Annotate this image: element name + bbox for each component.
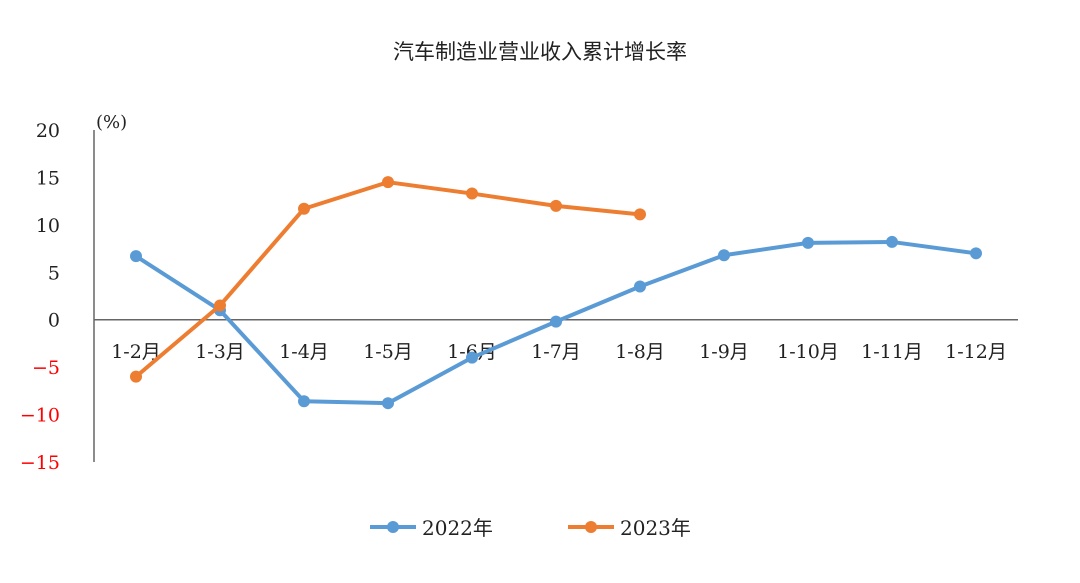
y-tick-label: 5 [48,262,60,284]
legend-label: 2022年 [422,516,493,540]
data-point [466,351,478,364]
data-point [634,280,646,293]
legend-marker [585,521,597,533]
data-point [550,199,562,212]
data-point [382,397,394,410]
legend-label: 2023年 [620,516,691,540]
data-point [634,208,646,221]
data-point [550,315,562,328]
x-tick-label: 1-3月 [195,341,245,363]
data-point [718,249,730,262]
data-point [382,176,394,189]
x-tick-label: 1-2月 [111,341,161,363]
data-point [970,247,982,260]
data-point [802,236,814,249]
data-point [214,299,226,312]
x-tick-label: 1-12月 [945,341,1007,363]
y-tick-label: 10 [36,215,60,237]
x-tick-label: 1-10月 [777,341,839,363]
y-tick-label: −5 [32,357,60,379]
data-point [466,187,478,200]
y-tick-label: −15 [20,452,60,474]
data-point [886,235,898,248]
data-point [298,202,310,215]
data-point [298,395,310,408]
chart-title: 汽车制造业营业收入累计增长率 [393,40,687,64]
y-tick-label: 15 [36,167,60,189]
x-tick-label: 1-9月 [699,341,749,363]
x-tick-label: 1-7月 [531,341,581,363]
y-tick-label: 0 [48,310,60,332]
x-tick-label: 1-4月 [279,341,329,363]
data-point [130,370,142,383]
x-tick-label: 1-8月 [615,341,665,363]
y-tick-label: −10 [20,405,60,427]
y-tick-label: 20 [36,120,60,142]
x-tick-label: 1-5月 [363,341,413,363]
legend-marker [387,521,399,533]
x-tick-label: 1-11月 [861,341,923,363]
y-axis-unit: (%) [96,112,127,133]
data-point [130,250,142,263]
